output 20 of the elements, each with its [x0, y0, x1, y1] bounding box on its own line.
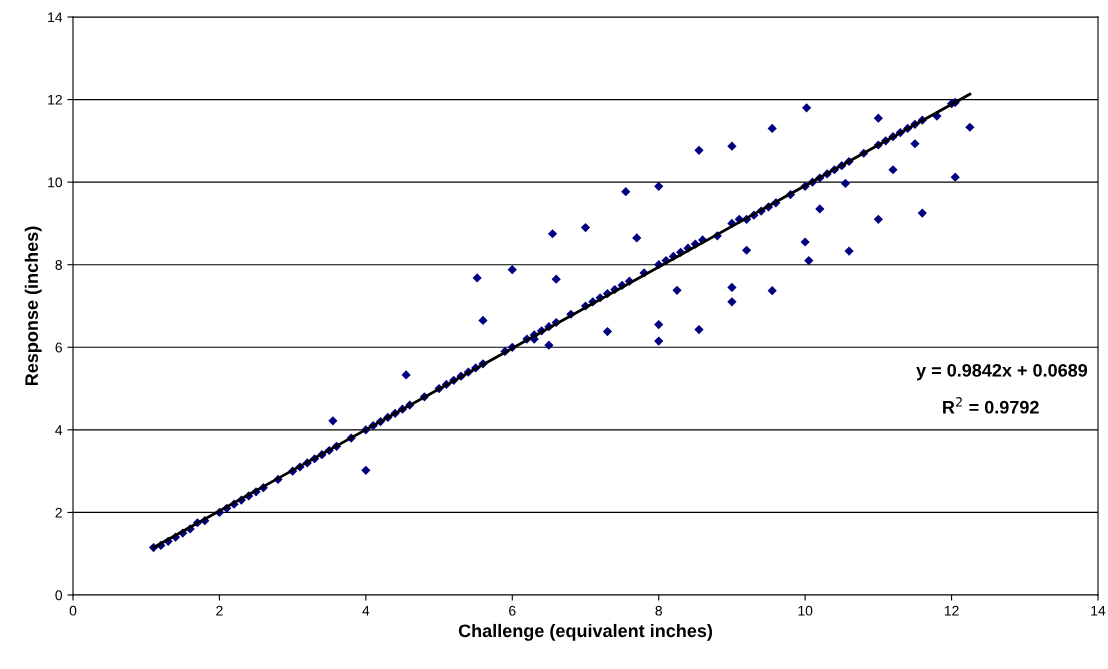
x-tick-label: 4: [362, 605, 370, 616]
x-tick-label: 8: [655, 605, 662, 616]
x-tick-label: 2: [216, 605, 223, 616]
y-axis-title: Response (inches): [24, 226, 42, 386]
x-tick-label: 6: [509, 605, 516, 616]
x-tick-label: 12: [944, 605, 959, 616]
x-axis-title: Challenge (equivalent inches): [458, 623, 713, 641]
y-tick-label: 8: [55, 260, 62, 270]
y-tick-label: 10: [48, 177, 63, 188]
y-tick-label: 0: [55, 590, 63, 601]
y-tick-label: 6: [55, 342, 62, 353]
x-tick-label: 14: [1091, 605, 1106, 616]
y-tick-label: 14: [48, 12, 63, 23]
annotation: R$^{2}$ = 0.9792: [943, 397, 1039, 414]
x-tick-label: 10: [798, 605, 813, 616]
y-tick-label: 4: [55, 425, 63, 435]
annotation: y = 0.9842x + 0.0689: [916, 363, 1088, 381]
y-tick-label: 2: [55, 507, 62, 518]
y-tick-label: 12: [48, 94, 62, 105]
x-tick-label: 0: [69, 605, 77, 616]
